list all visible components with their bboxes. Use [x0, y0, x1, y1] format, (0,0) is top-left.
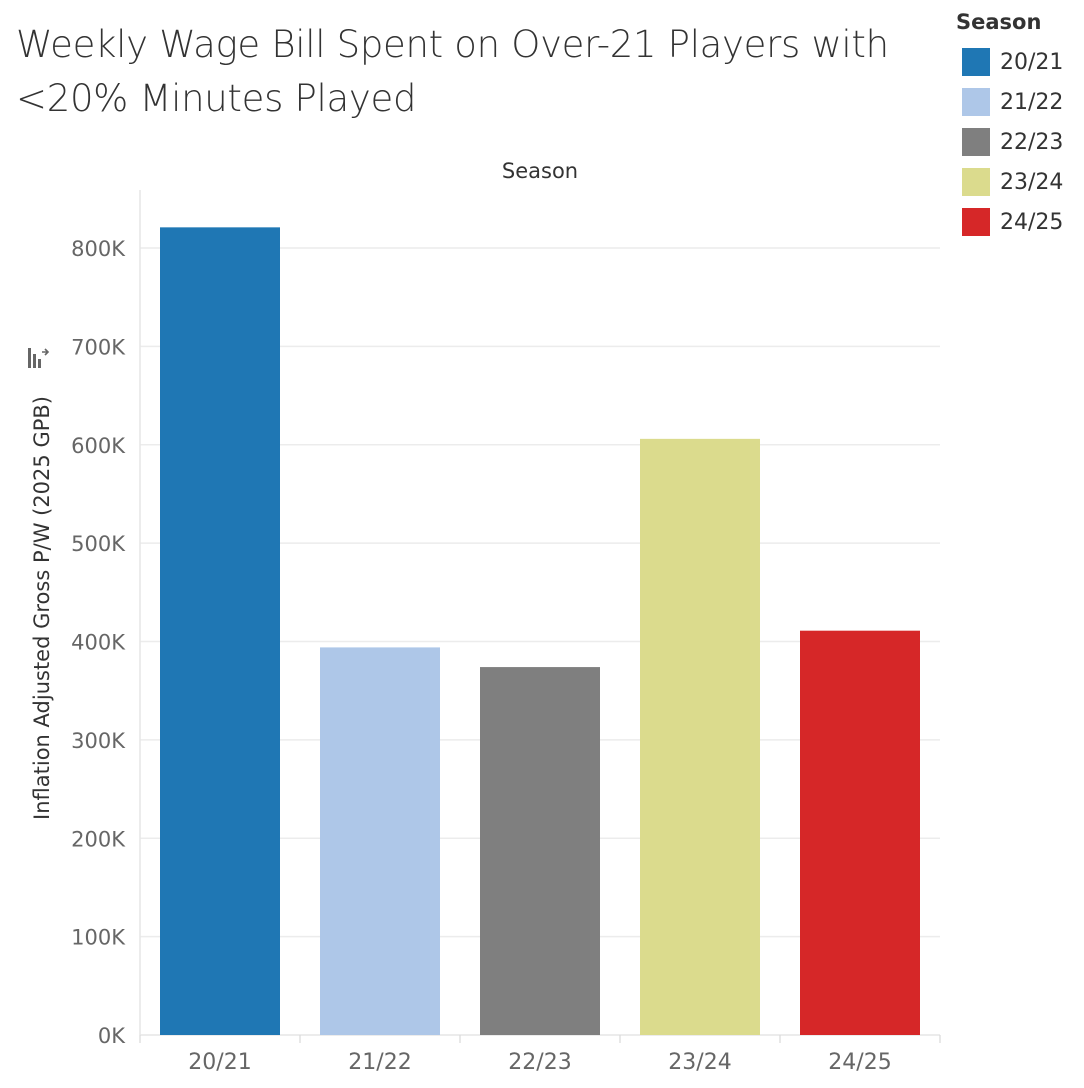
legend-swatch	[962, 88, 990, 116]
bar-22-23[interactable]	[480, 667, 600, 1035]
y-tick-label: 100K	[71, 926, 126, 950]
y-tick-label: 600K	[71, 434, 126, 458]
y-tick-label: 400K	[71, 631, 126, 655]
x-tick-label: 21/22	[348, 1050, 411, 1075]
legend-item[interactable]: 20/21	[956, 42, 1081, 82]
column-header: Season	[502, 159, 578, 183]
legend-swatch	[962, 208, 990, 236]
legend-label: 24/25	[1000, 209, 1064, 235]
y-tick-label: 0K	[98, 1024, 126, 1048]
x-tick-label: 20/21	[188, 1050, 251, 1075]
sort-icon[interactable]	[28, 348, 50, 368]
y-tick-label: 200K	[71, 827, 126, 851]
legend-title: Season	[956, 10, 1042, 34]
chart-title: Weekly Wage Bill Spent on Over-21 Player…	[16, 23, 889, 120]
legend-item[interactable]: 21/22	[956, 82, 1081, 122]
legend-swatch	[962, 48, 990, 76]
bar-21-22[interactable]	[320, 647, 440, 1035]
bar-24-25[interactable]	[800, 630, 920, 1035]
x-tick-label: 24/25	[828, 1050, 891, 1075]
legend-item[interactable]: 23/24	[956, 162, 1081, 202]
x-tick-label: 23/24	[668, 1050, 731, 1075]
legend-label: 21/22	[1000, 89, 1064, 115]
y-tick-label: 800K	[71, 237, 126, 261]
y-tick-label: 500K	[71, 532, 126, 556]
bar-23-24[interactable]	[640, 438, 760, 1035]
legend-label: 22/23	[1000, 129, 1064, 155]
y-tick-label: 300K	[71, 729, 126, 753]
legend: Season 20/21 21/22 22/23 23/24 24/25	[956, 10, 1081, 242]
legend-swatch	[962, 168, 990, 196]
legend-label: 23/24	[1000, 169, 1064, 195]
bar-20-21[interactable]	[160, 227, 280, 1035]
y-axis-label: Inflation Adjusted Gross P/W (2025 GPB)	[30, 396, 54, 820]
legend-item[interactable]: 24/25	[956, 202, 1081, 242]
legend-label: 20/21	[1000, 49, 1064, 75]
legend-swatch	[962, 128, 990, 156]
y-tick-label: 700K	[71, 335, 126, 359]
x-tick-label: 22/23	[508, 1050, 571, 1075]
legend-item[interactable]: 22/23	[956, 122, 1081, 162]
